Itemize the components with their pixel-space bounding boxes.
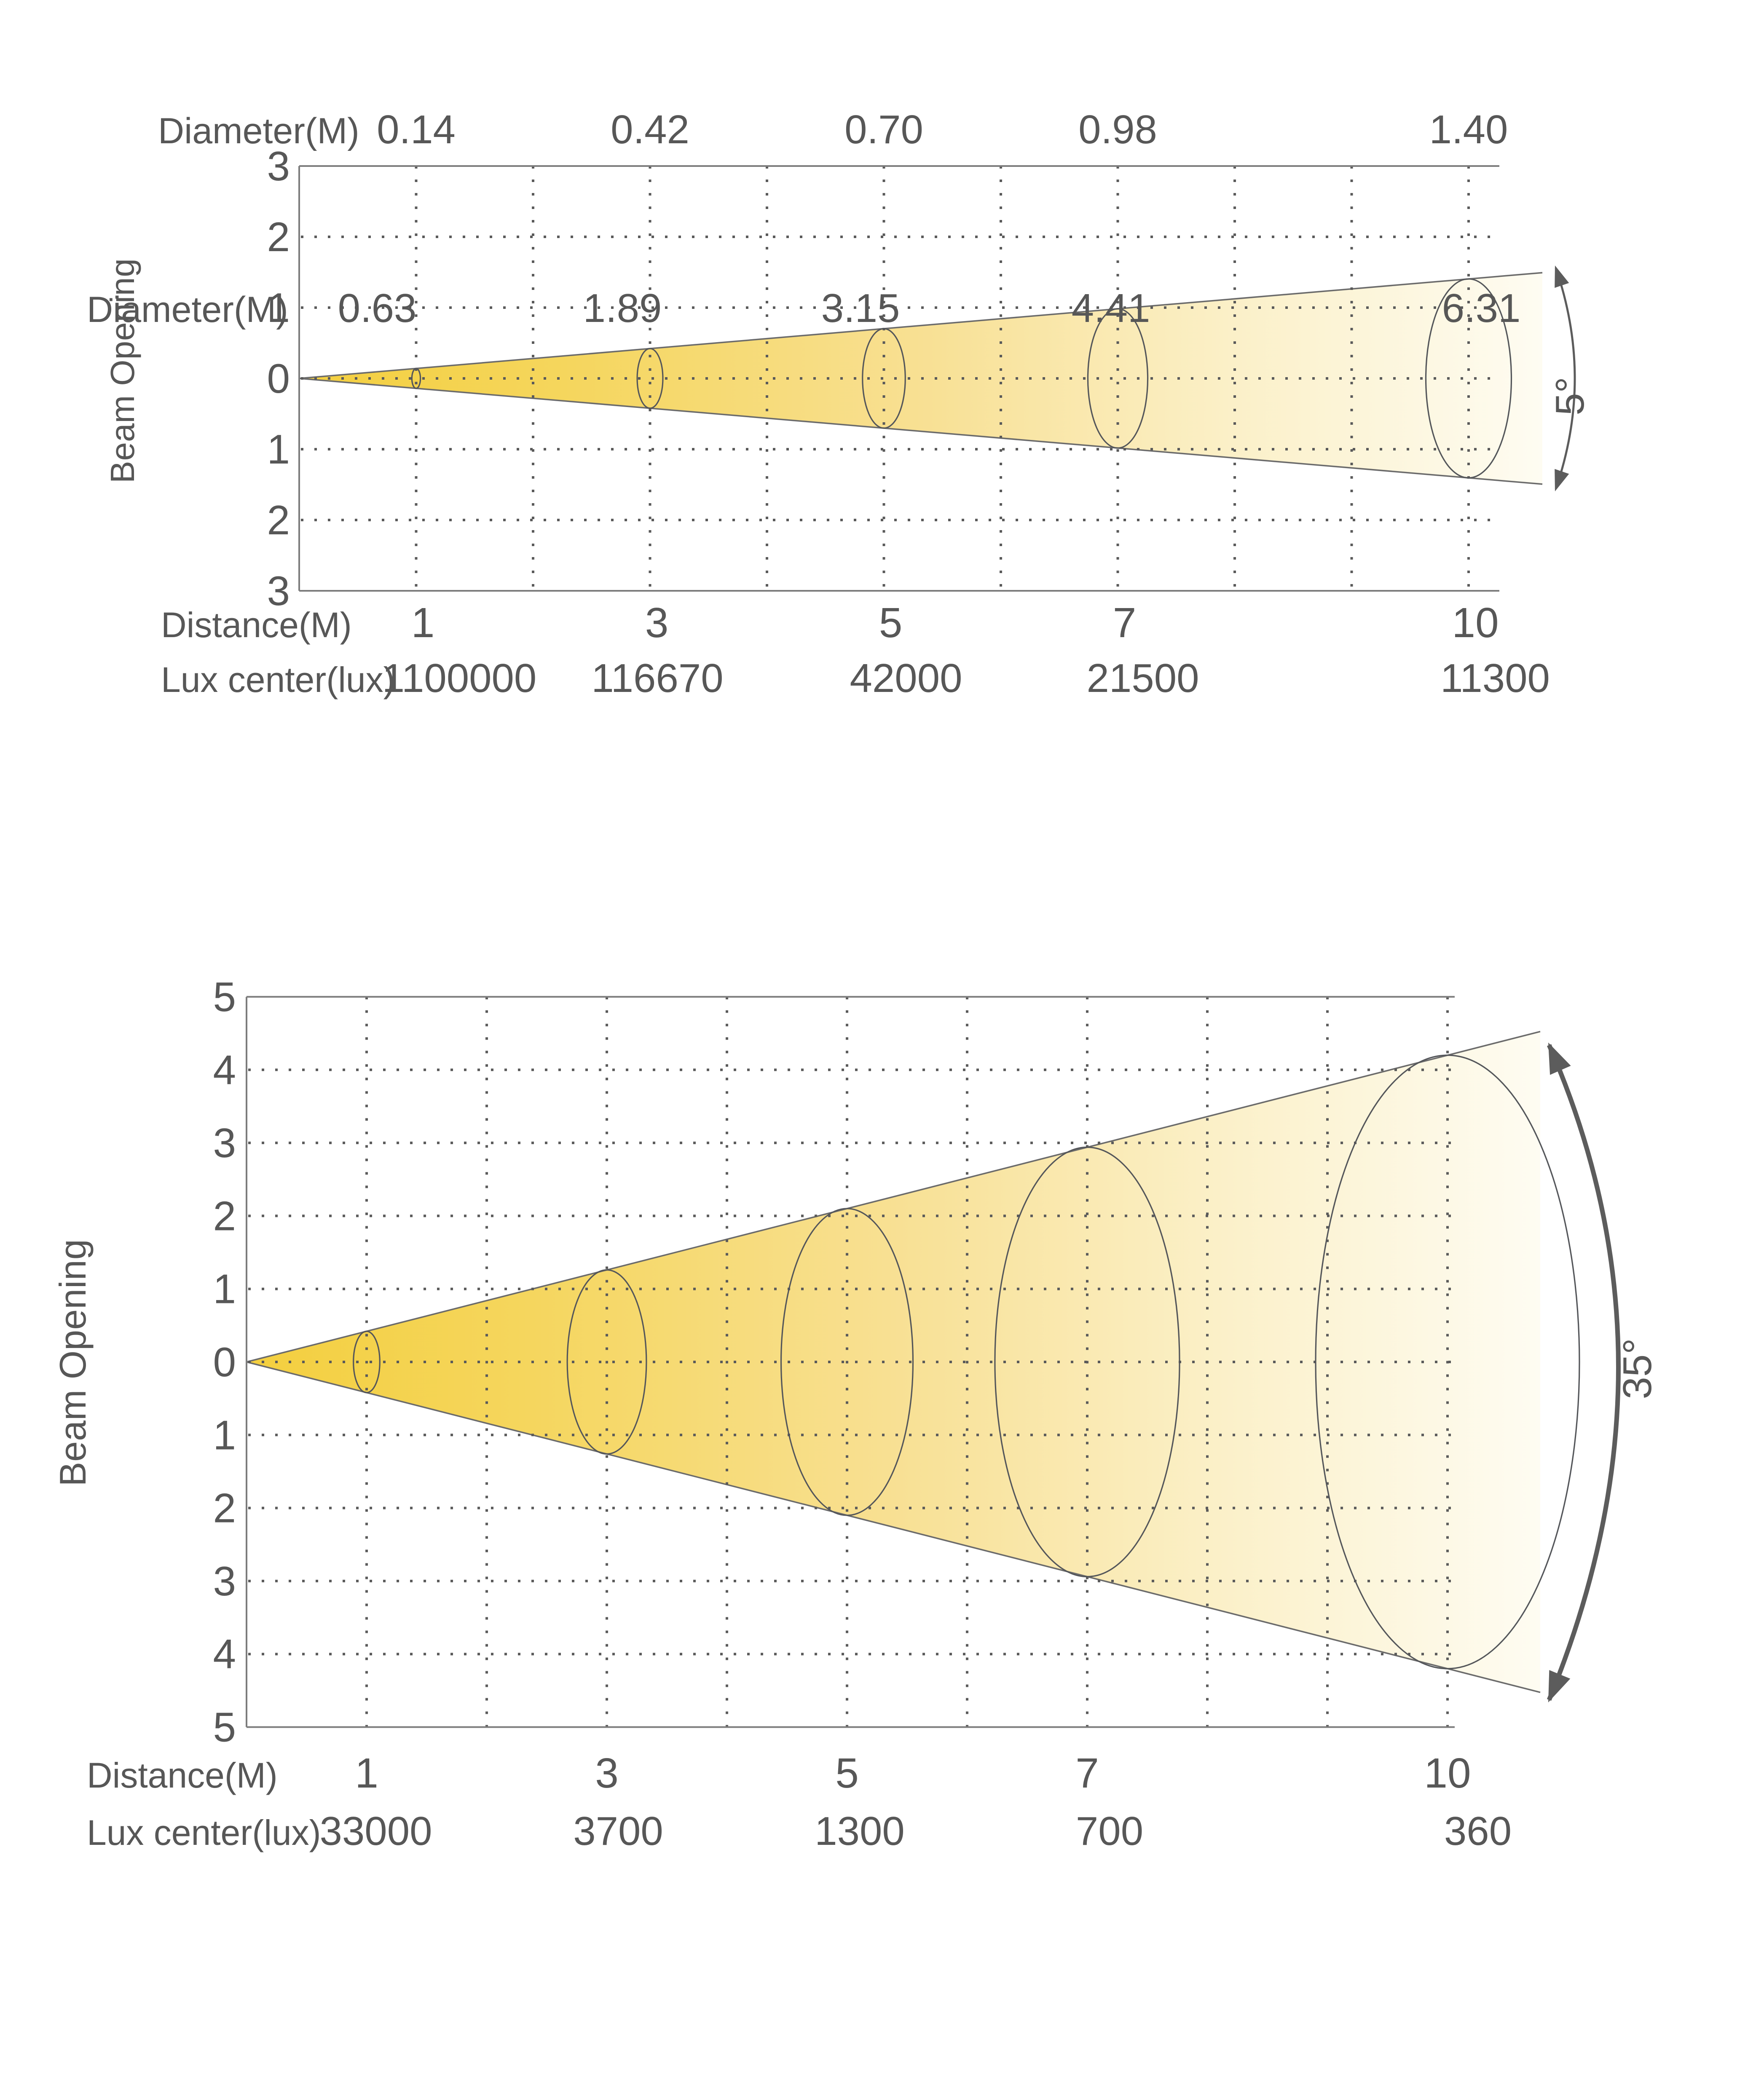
- beam-ellipse-at-10m: [1315, 1054, 1580, 1670]
- beam-angle-label: 5°: [1547, 377, 1592, 415]
- diameter-value: 0.70: [844, 107, 923, 152]
- diameter-row-label: Diameter(M): [158, 111, 359, 151]
- y-tick-label: 3: [267, 143, 290, 189]
- distance-value: 1: [355, 1750, 378, 1797]
- diameter-value: 4.41: [1072, 286, 1150, 331]
- y-tick-label: 5: [213, 1704, 236, 1750]
- arrowhead-icon: [1555, 265, 1569, 288]
- beam-ellipse-at-1m: [353, 1330, 381, 1394]
- y-tick-label: 2: [267, 497, 290, 543]
- diameter-value: 1.89: [583, 286, 662, 331]
- beam-angle-label: 35°: [1615, 1338, 1660, 1399]
- y-tick-label: 2: [267, 214, 290, 260]
- angle-arc-curve: [1547, 1044, 1621, 1701]
- distance-value: 5: [835, 1750, 859, 1797]
- angle-arc-curve: [1555, 268, 1576, 489]
- diameter-row-label: Diameter(M): [87, 289, 288, 330]
- beam-ellipse-at-3m: [566, 1269, 647, 1455]
- beam-ellipse-at-5m: [862, 328, 906, 429]
- beam-cone: [246, 1031, 1541, 1693]
- distance-value: 10: [1452, 599, 1499, 646]
- chart-text: Diameter(M) 0.63 1.89 3.15 4.41 6.31543210123…: [52, 286, 1660, 1854]
- beam-opening-label: Beam Opening: [52, 1239, 94, 1486]
- y-tick-label: 3: [213, 1120, 236, 1166]
- angle-arc: [1555, 265, 1576, 491]
- y-tick-label: 1: [267, 284, 290, 331]
- lux-value: 700: [1076, 1809, 1143, 1854]
- diameter-value: 0.98: [1078, 107, 1157, 152]
- lux-row-label: Lux center(lux): [87, 1813, 321, 1852]
- y-tick-label: 4: [213, 1631, 236, 1677]
- arrowhead-icon: [1548, 1043, 1571, 1075]
- lux-value: 11300: [1440, 656, 1550, 701]
- axes: [298, 165, 1499, 592]
- diameter-value: 0.63: [338, 286, 417, 331]
- beam-opening-label: Beam Opening: [104, 258, 141, 483]
- beam-ellipse-at-3m: [636, 348, 664, 409]
- distance-value: 7: [1113, 599, 1137, 646]
- distance-value: 7: [1075, 1750, 1099, 1797]
- y-tick-label: 2: [213, 1193, 236, 1239]
- beam-cone: [299, 272, 1543, 485]
- lux-value: 360: [1444, 1809, 1512, 1854]
- y-tick-label: 0: [213, 1339, 236, 1385]
- lux-value: 33000: [320, 1809, 432, 1854]
- arrowhead-icon: [1555, 469, 1569, 491]
- beam-ellipse-at-5m: [780, 1208, 914, 1516]
- lux-row-label: Lux center(lux): [161, 660, 395, 700]
- y-tick-label: 4: [213, 1047, 236, 1093]
- beam-cone-fill: [247, 1031, 1540, 1693]
- grid: [301, 166, 1499, 591]
- beam-edge-top: [246, 1031, 1541, 1363]
- diameter-value: 1.40: [1429, 107, 1508, 152]
- diameter-value: 0.14: [377, 107, 456, 152]
- y-tick-label: 1: [213, 1266, 236, 1312]
- distance-row-label: Distance(M): [161, 605, 352, 645]
- distance-value: 10: [1424, 1750, 1471, 1797]
- distance-value: 5: [879, 599, 903, 646]
- arrowhead-icon: [1548, 1670, 1571, 1702]
- beam-chart-35-degree: Diameter(M) 0.63 1.89 3.15 4.41 6.31543210123…: [52, 286, 1660, 1854]
- y-tick-label: 3: [267, 568, 290, 614]
- lux-value: 1100000: [382, 656, 537, 701]
- lux-value: 116670: [591, 656, 723, 701]
- chart-text: Diameter(M) 0.14 0.42 0.70 0.98 1.403210123Be…: [104, 107, 1592, 701]
- diameter-value: 6.31: [1442, 286, 1521, 331]
- y-tick-label: 3: [213, 1558, 236, 1604]
- beam-cone-fill: [299, 273, 1542, 484]
- distance-value: 3: [595, 1750, 619, 1797]
- grid: [248, 997, 1455, 1727]
- beam-chart-5-degree: Diameter(M) 0.14 0.42 0.70 0.98 1.403210123Be…: [104, 107, 1592, 701]
- lux-value: 42000: [850, 656, 962, 701]
- beam-ellipse-at-7m: [1087, 308, 1149, 449]
- beam-ellipse-at-10m: [1425, 278, 1512, 479]
- distance-value: 3: [645, 599, 669, 646]
- lux-value: 3700: [573, 1809, 663, 1854]
- y-tick-label: 0: [267, 355, 290, 402]
- beam-ellipse-at-7m: [994, 1146, 1180, 1578]
- beam-ellipses: [353, 1054, 1580, 1670]
- beam-edge-bottom: [299, 378, 1543, 485]
- lux-value: 21500: [1087, 656, 1199, 701]
- axes: [246, 996, 1455, 1728]
- beam-ellipse-at-1m: [411, 367, 421, 389]
- beam-edge-bottom: [246, 1361, 1541, 1693]
- angle-arc: [1547, 1043, 1621, 1702]
- distance-value: 1: [411, 599, 435, 646]
- distance-row-label: Distance(M): [87, 1756, 278, 1795]
- y-tick-label: 1: [267, 426, 290, 472]
- y-tick-label: 1: [213, 1412, 236, 1458]
- beam-edge-top: [299, 272, 1543, 379]
- diameter-value: 3.15: [821, 286, 900, 331]
- lux-value: 1300: [815, 1809, 905, 1854]
- beam-ellipses: [411, 278, 1512, 479]
- diameter-value: 0.42: [611, 107, 689, 152]
- y-tick-label: 2: [213, 1485, 236, 1531]
- y-tick-label: 5: [213, 974, 236, 1020]
